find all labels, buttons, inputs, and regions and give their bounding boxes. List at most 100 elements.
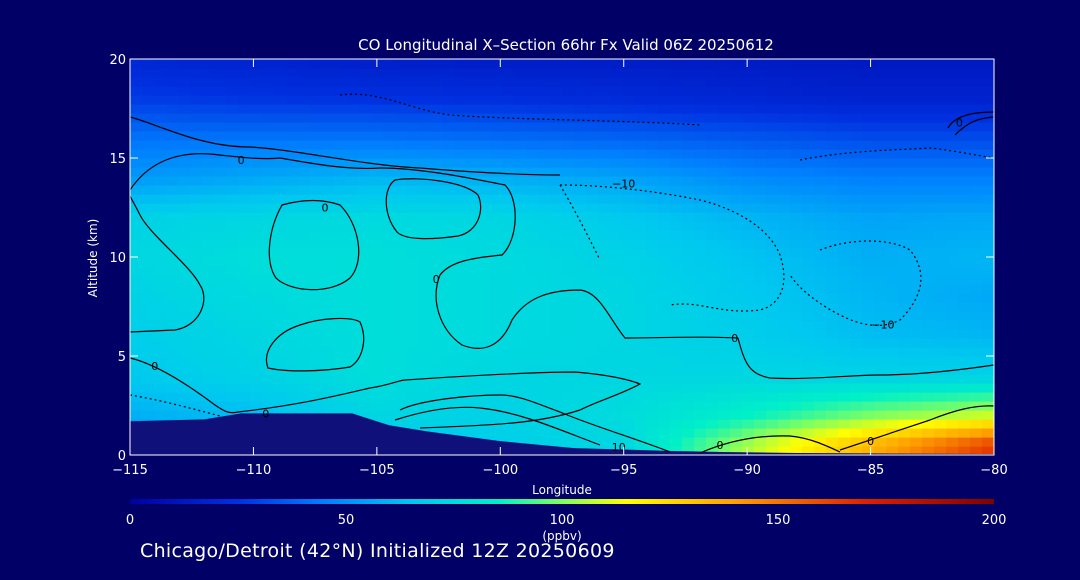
field-cell xyxy=(862,248,875,258)
field-cell xyxy=(958,437,971,447)
field-cell xyxy=(526,248,539,258)
field-cell xyxy=(610,176,623,186)
field-cell xyxy=(694,122,707,132)
field-cell xyxy=(718,95,731,105)
field-cell xyxy=(430,383,443,393)
field-cell xyxy=(862,392,875,402)
field-cell xyxy=(934,437,947,447)
field-cell xyxy=(826,311,839,321)
field-cell xyxy=(814,284,827,294)
field-cell xyxy=(850,185,863,195)
field-cell xyxy=(898,302,911,312)
field-cell xyxy=(874,95,887,105)
field-cell xyxy=(202,266,215,276)
field-cell xyxy=(910,194,923,204)
field-cell xyxy=(430,302,443,312)
field-cell xyxy=(550,365,563,375)
field-cell xyxy=(910,248,923,258)
field-cell xyxy=(310,230,323,240)
field-cell xyxy=(130,329,143,339)
field-cell xyxy=(622,68,635,78)
field-cell xyxy=(874,338,887,348)
field-cell xyxy=(478,149,491,159)
field-cell xyxy=(394,293,407,303)
field-cell xyxy=(142,374,155,384)
field-cell xyxy=(958,59,971,69)
field-cell xyxy=(694,266,707,276)
field-cell xyxy=(382,320,395,330)
field-cell xyxy=(766,338,779,348)
field-cell xyxy=(550,248,563,258)
field-cell xyxy=(934,428,947,438)
field-cell xyxy=(502,95,515,105)
field-cell xyxy=(886,68,899,78)
field-cell xyxy=(154,239,167,249)
field-cell xyxy=(226,131,239,141)
field-cell xyxy=(730,284,743,294)
field-cell xyxy=(814,122,827,132)
field-cell xyxy=(358,149,371,159)
field-cell xyxy=(574,410,587,420)
field-cell xyxy=(286,374,299,384)
field-cell xyxy=(514,392,527,402)
contour-line xyxy=(559,184,601,261)
field-cell xyxy=(382,86,395,96)
field-cell xyxy=(178,104,191,114)
field-cell xyxy=(442,194,455,204)
field-cell xyxy=(682,329,695,339)
field-cell xyxy=(166,194,179,204)
field-cell xyxy=(502,248,515,258)
field-cell xyxy=(982,266,994,276)
field-cell xyxy=(910,275,923,285)
x-tick-label: −115 xyxy=(112,463,148,478)
field-cell xyxy=(322,185,335,195)
field-cell xyxy=(154,230,167,240)
field-cell xyxy=(694,149,707,159)
field-cell xyxy=(274,284,287,294)
field-cell xyxy=(670,293,683,303)
field-cell xyxy=(550,203,563,213)
field-cell xyxy=(274,221,287,231)
field-cell xyxy=(574,239,587,249)
field-cell xyxy=(394,356,407,366)
field-cell xyxy=(406,257,419,267)
field-cell xyxy=(730,401,743,411)
field-cell xyxy=(478,275,491,285)
field-cell xyxy=(922,347,935,357)
field-cell xyxy=(574,113,587,123)
field-cell xyxy=(742,221,755,231)
field-cell xyxy=(370,104,383,114)
field-cell xyxy=(622,104,635,114)
field-cell xyxy=(154,401,167,411)
field-cell xyxy=(982,140,994,150)
field-cell xyxy=(886,140,899,150)
field-cell xyxy=(730,68,743,78)
field-cell xyxy=(190,86,203,96)
field-cell xyxy=(634,365,647,375)
field-cell xyxy=(970,419,983,429)
field-cell xyxy=(430,356,443,366)
field-cell xyxy=(346,329,359,339)
field-cell xyxy=(754,446,767,455)
field-cell xyxy=(418,158,431,168)
field-cell xyxy=(418,347,431,357)
field-cell xyxy=(706,149,719,159)
field-cell xyxy=(778,122,791,132)
field-cell xyxy=(202,392,215,402)
field-cell xyxy=(658,446,671,455)
field-cell xyxy=(382,356,395,366)
field-cell xyxy=(382,257,395,267)
field-cell xyxy=(142,392,155,402)
field-cell xyxy=(706,374,719,384)
field-cell xyxy=(250,284,263,294)
field-cell xyxy=(934,176,947,186)
field-cell xyxy=(622,194,635,204)
field-cell xyxy=(430,203,443,213)
field-cell xyxy=(718,320,731,330)
field-cell xyxy=(574,104,587,114)
field-cell xyxy=(622,131,635,141)
field-cell xyxy=(742,86,755,96)
field-cell xyxy=(778,302,791,312)
field-cell xyxy=(766,176,779,186)
field-cell xyxy=(154,266,167,276)
